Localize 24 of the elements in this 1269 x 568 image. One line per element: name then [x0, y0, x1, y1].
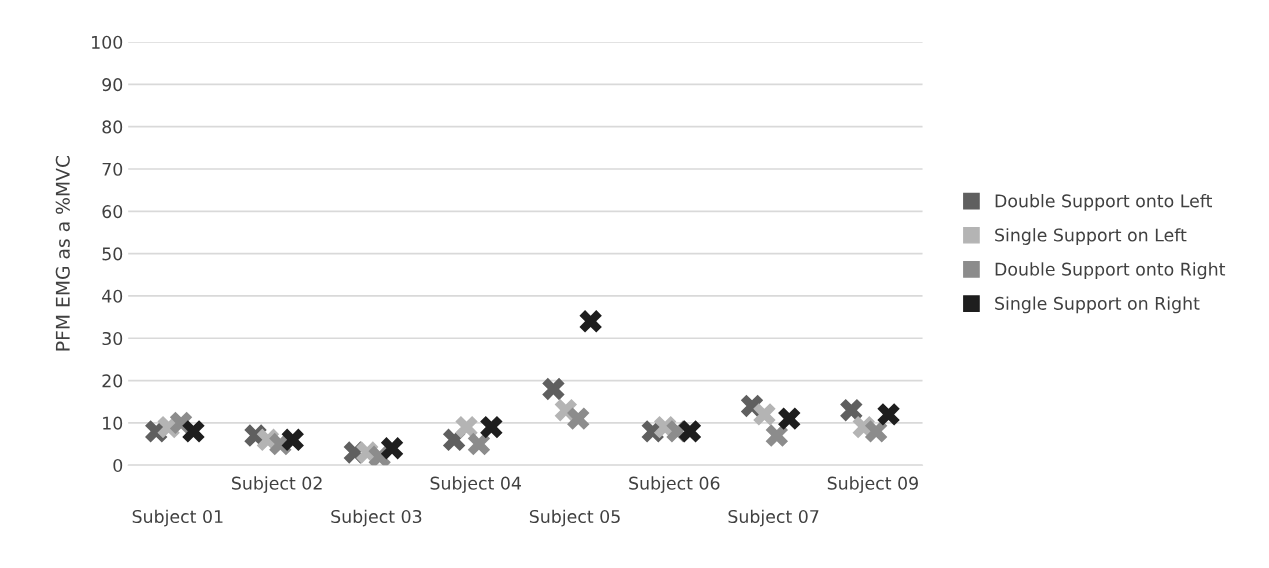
x-tick-label: Subject 01 — [132, 509, 223, 527]
y-tick-label: 60 — [102, 205, 123, 219]
y-tick-label: 30 — [102, 331, 123, 346]
y-tick-label: 70 — [102, 162, 123, 176]
legend-label: Single Support on Left — [995, 228, 1187, 245]
y-tick-label: 50 — [102, 247, 123, 261]
x-tick-label: Subject 05 — [529, 509, 620, 527]
legend-label: Double Support onto Left — [995, 193, 1213, 211]
x-tick-label: Subject 04 — [430, 476, 521, 494]
y-tick-label: 80 — [102, 120, 123, 134]
y-tick-label: 0 — [113, 458, 123, 473]
x-tick-label: Subject 06 — [629, 476, 720, 494]
y-axis-title: PFM EMG as a %MVC — [55, 155, 70, 351]
y-tick-label: 100 — [92, 35, 123, 49]
x-tick-label: Subject 07 — [728, 509, 819, 527]
y-tick-label: 40 — [102, 289, 123, 303]
y-tick-label: 10 — [103, 416, 123, 430]
y-tick-label: 20 — [102, 374, 123, 388]
x-tick-label: Subject 03 — [331, 509, 422, 527]
x-tick-label: Subject 09 — [827, 476, 918, 494]
legend-label: Double Support onto Right — [995, 262, 1226, 280]
legend-label: Single Support on Right — [995, 296, 1200, 314]
x-tick-label: Subject 02 — [232, 476, 322, 494]
y-tick-label: 90 — [102, 78, 123, 92]
